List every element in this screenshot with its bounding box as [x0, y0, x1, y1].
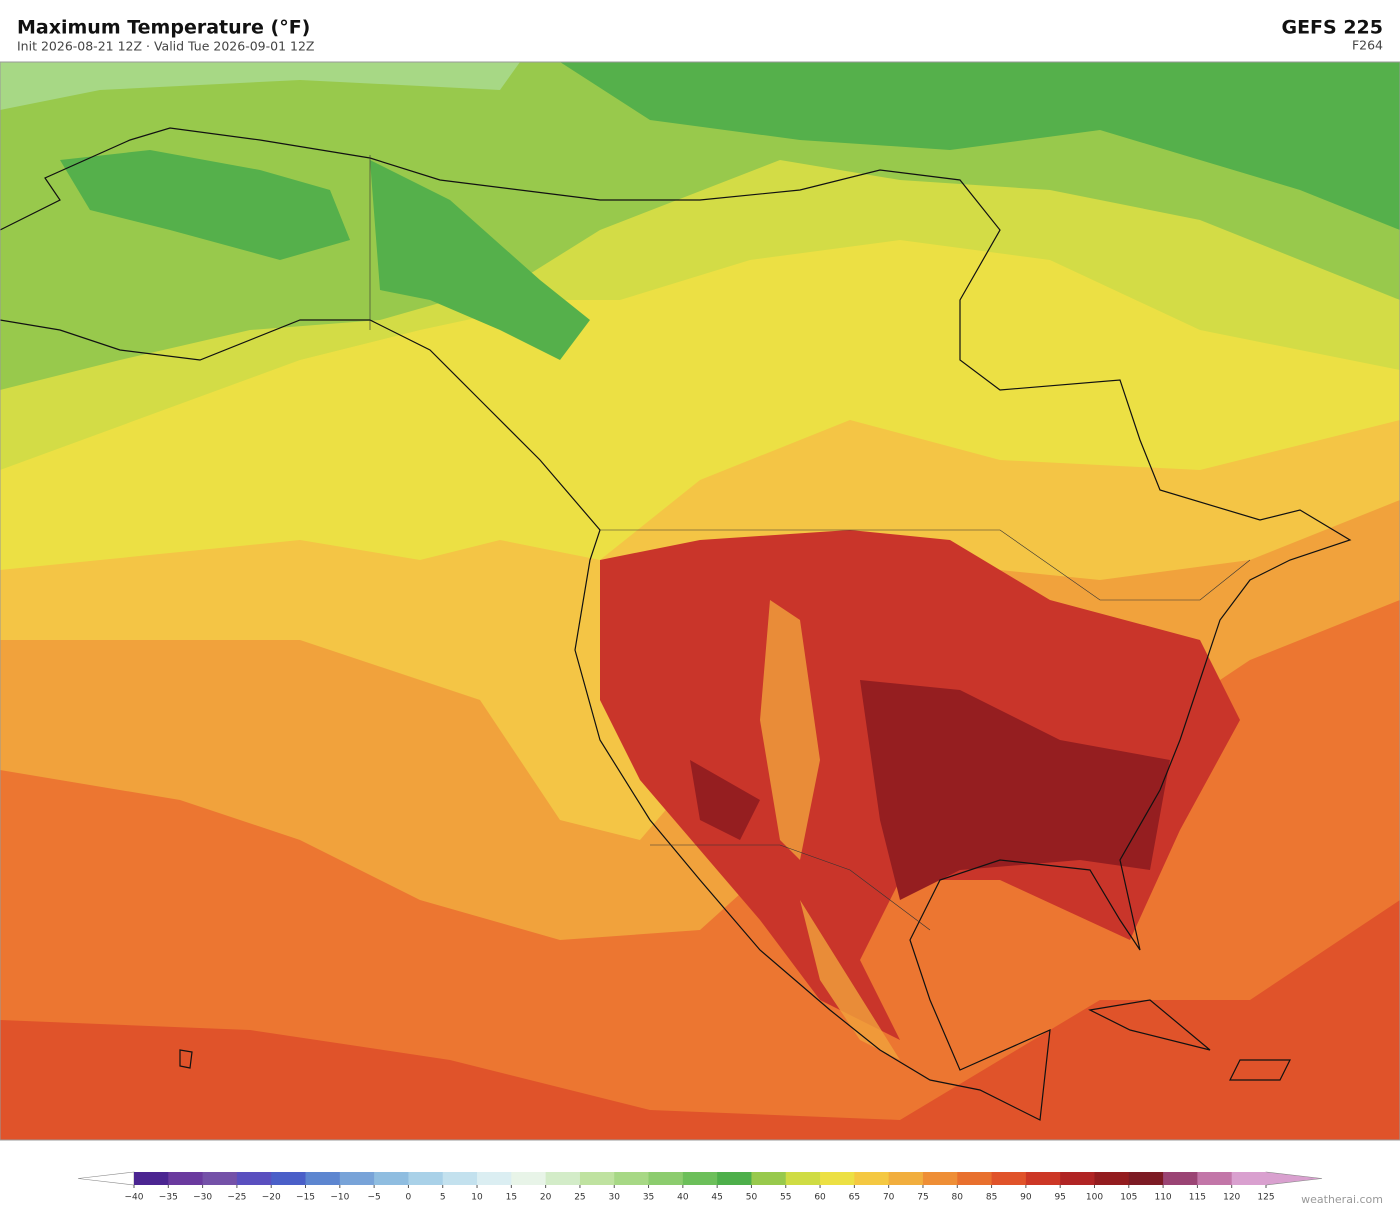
colorbar-tick-label: −25 [227, 1193, 246, 1203]
colorbar-bin [579, 1172, 615, 1185]
colorbar-bin [1025, 1172, 1061, 1185]
colorbar-tick-label: 5 [440, 1193, 446, 1203]
colorbar-bin [339, 1172, 375, 1185]
colorbar-bin [477, 1172, 512, 1185]
colorbar-tick-label: −20 [262, 1193, 281, 1203]
colorbar-tick-label: 10 [471, 1193, 483, 1203]
colorbar-tick-label: 110 [1154, 1193, 1171, 1203]
colorbar-bin [648, 1172, 684, 1185]
colorbar-tick-label: 40 [677, 1193, 689, 1203]
map-frame [0, 61, 1400, 1141]
colorbar-bin [854, 1172, 890, 1185]
colorbar-tick-label: 0 [406, 1193, 412, 1203]
colorbar-tick-label: 30 [609, 1193, 621, 1203]
colorbar-bin [442, 1172, 478, 1185]
colorbar-bin [820, 1172, 855, 1185]
colorbar-bin [751, 1172, 787, 1185]
colorbar-bin [922, 1172, 958, 1185]
colorbar-bin [168, 1172, 204, 1185]
colorbar-tick-label: 80 [952, 1193, 964, 1203]
colorbar-tick-label: 95 [1054, 1193, 1065, 1203]
colorbar-tick-label: 45 [711, 1193, 722, 1203]
forecast-hour: F264 [1352, 38, 1383, 53]
colorbar-bin [1128, 1172, 1164, 1185]
field-100 [690, 680, 1170, 900]
coastlines [0, 127, 1352, 1121]
colorbar-tick-label: −40 [125, 1193, 144, 1203]
colorbar-bin [957, 1172, 993, 1185]
borders [369, 155, 1251, 931]
colorbar-tick-label: 50 [746, 1193, 758, 1203]
colorbar-tick-label: 125 [1257, 1193, 1274, 1203]
colorbar-bin [785, 1172, 821, 1185]
colorbar-bin [1094, 1172, 1130, 1185]
colorbar-tick-label: 85 [986, 1193, 997, 1203]
colorbar-bin [1231, 1172, 1267, 1185]
colorbar-bin [236, 1172, 272, 1185]
colorbar-bin [545, 1172, 581, 1185]
colorbar-tick-label: 65 [849, 1193, 860, 1203]
map [0, 61, 1400, 1141]
colorbar-bin [305, 1172, 341, 1185]
colorbar-bin [1163, 1172, 1198, 1185]
colorbar-bin [682, 1172, 718, 1185]
colorbar-bin [717, 1172, 752, 1185]
title: Maximum Temperature (°F) [17, 17, 310, 39]
colorbar-bin [888, 1172, 924, 1185]
colorbar-tick-label: 70 [883, 1193, 895, 1203]
field-30 [0, 62, 520, 110]
colorbar-under [77, 1171, 135, 1186]
colorbar-tick-label: −30 [193, 1193, 212, 1203]
colorbar-bin [1197, 1172, 1233, 1185]
colorbar-tick-label: 115 [1189, 1193, 1206, 1203]
colorbar-tick-label: 15 [506, 1193, 517, 1203]
colorbar-tick-label: 75 [917, 1193, 928, 1203]
colorbar-bin [408, 1172, 444, 1185]
colorbar-bin [271, 1172, 307, 1185]
model-label: GEFS 225 [1281, 17, 1383, 39]
colorbar-bin [614, 1172, 650, 1185]
field-45 [60, 62, 1400, 360]
colorbar-tick-label: −10 [330, 1193, 349, 1203]
colorbar-tick-label: −15 [296, 1193, 315, 1203]
field-mountains [760, 600, 900, 1060]
colorbar-tick-label: −35 [159, 1193, 178, 1203]
colorbar-over [1265, 1171, 1323, 1186]
colorbar-bin [374, 1172, 409, 1185]
colorbar-bin [511, 1172, 547, 1185]
colorbar-tick-label: 20 [540, 1193, 552, 1203]
colorbar-bin [202, 1172, 238, 1185]
colorbar-bin [991, 1172, 1027, 1185]
colorbar-tick-label: 100 [1086, 1193, 1103, 1203]
colorbar-tick-label: 120 [1223, 1193, 1240, 1203]
subtitle: Init 2026-08-21 12Z · Valid Tue 2026-09-… [17, 39, 314, 54]
colorbar-tick-label: 90 [1020, 1193, 1032, 1203]
colorbar-tick-label: 25 [574, 1193, 585, 1203]
colorbar-tick-label: 55 [780, 1193, 791, 1203]
colorbar-tick-label: 60 [814, 1193, 826, 1203]
credit: weatherai.com [1301, 1193, 1383, 1206]
colorbar-bin [134, 1172, 169, 1185]
colorbar-tick-label: 105 [1120, 1193, 1137, 1203]
colorbar-bin [1060, 1172, 1095, 1185]
field-50 [0, 62, 1400, 390]
colorbar: −40 −35 −30 −25 −20 −15 −10 −5 0 5 10 15 20 25 30 35 40 4… [77, 1171, 1323, 1203]
colorbar-tick-label: 35 [643, 1193, 654, 1203]
colorbar-tick-label: −5 [367, 1193, 380, 1203]
